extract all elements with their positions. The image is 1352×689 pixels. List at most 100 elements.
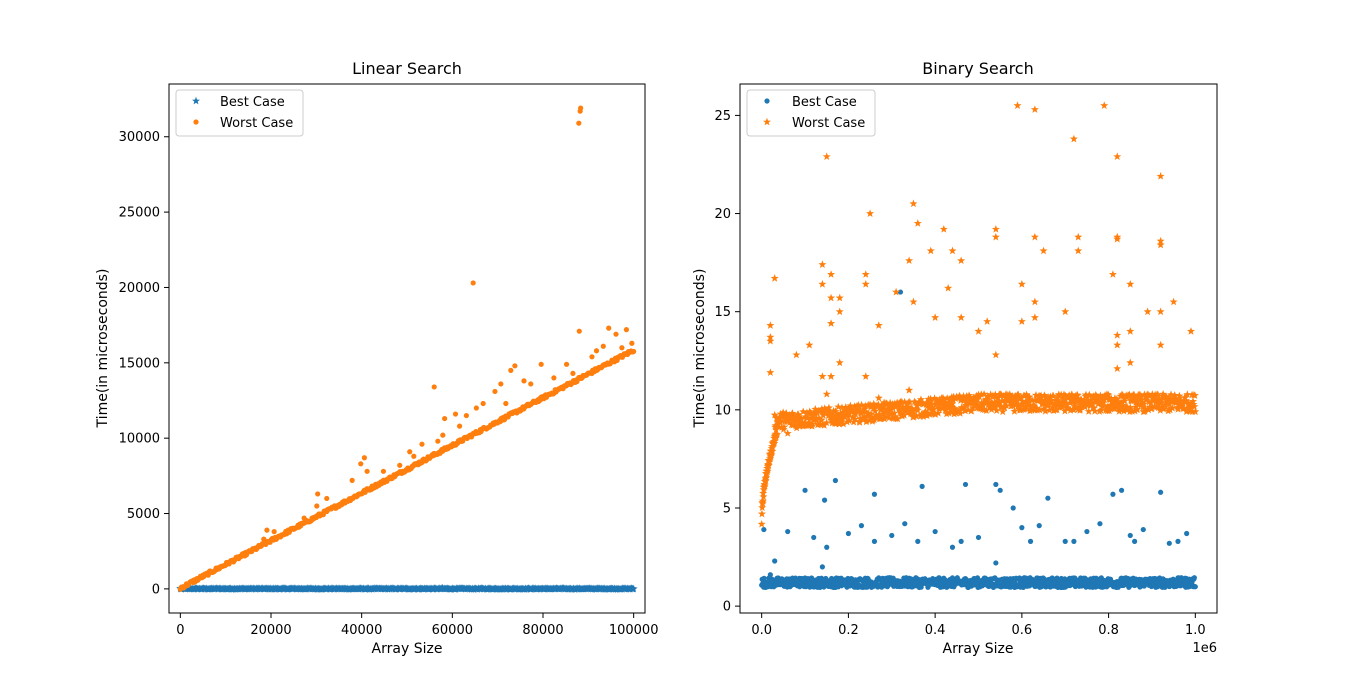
- data-point: [925, 583, 931, 589]
- data-point: [770, 437, 779, 445]
- data-point: [1057, 390, 1066, 399]
- data-point: [949, 544, 956, 550]
- data-point: [1128, 396, 1137, 405]
- data-point: [631, 348, 637, 355]
- data-point: [1074, 403, 1083, 411]
- data-point: [1024, 397, 1033, 405]
- data-point: [1154, 403, 1163, 412]
- data-point: [456, 423, 463, 429]
- data-point: [762, 473, 771, 482]
- data-point: [964, 405, 973, 414]
- data-point: [799, 407, 808, 416]
- data-point: [993, 481, 999, 488]
- data-point: [1062, 400, 1071, 409]
- data-point: [962, 481, 969, 488]
- data-point: [845, 530, 852, 537]
- data-point: [962, 392, 971, 400]
- data-point: [818, 260, 827, 268]
- data-point: [939, 398, 948, 406]
- data-point: [790, 417, 799, 426]
- data-point: [1070, 401, 1079, 410]
- data-point: [1066, 398, 1075, 407]
- data-point: [827, 270, 836, 278]
- data-point: [1133, 405, 1142, 413]
- data-point: [968, 399, 977, 407]
- data-point: [974, 327, 983, 335]
- data-point: [1010, 407, 1019, 415]
- data-point: [1126, 403, 1135, 412]
- data-point: [880, 412, 889, 421]
- data-point: [1032, 404, 1041, 412]
- data-point: [551, 375, 557, 381]
- data-point: [1013, 101, 1022, 109]
- data-point: [314, 503, 320, 509]
- y-tick-label: 5000: [127, 507, 160, 522]
- data-point: [858, 523, 865, 529]
- data-point: [947, 408, 956, 416]
- data-point: [890, 408, 899, 417]
- data-point: [1036, 523, 1042, 529]
- data-point: [890, 399, 899, 408]
- data-point: [860, 404, 869, 413]
- data-point: [1052, 405, 1061, 414]
- data-point: [1074, 396, 1083, 405]
- data-point: [1095, 395, 1104, 403]
- data-point: [983, 397, 992, 406]
- data-point: [943, 394, 952, 402]
- data-point: [867, 414, 876, 422]
- data-point: [301, 515, 307, 521]
- data-point: [1014, 400, 1023, 409]
- data-point: [948, 246, 957, 255]
- data-point: [929, 405, 938, 413]
- data-point: [944, 400, 953, 409]
- data-point: [1017, 280, 1026, 288]
- data-point: [1132, 538, 1138, 544]
- data-point: [832, 477, 839, 484]
- data-point: [761, 476, 770, 484]
- data-point: [865, 410, 874, 419]
- data-point: [766, 336, 775, 345]
- data-point: [777, 423, 786, 431]
- data-point: [843, 408, 852, 416]
- data-point: [797, 414, 806, 422]
- y-tick-label: 0: [723, 600, 731, 615]
- data-point: [808, 419, 817, 428]
- data-point: [874, 321, 883, 329]
- data-point: [898, 403, 907, 411]
- data-point: [503, 400, 509, 407]
- data-point: [884, 410, 893, 418]
- data-point: [900, 397, 909, 406]
- data-point: [965, 391, 974, 399]
- data-point: [957, 313, 966, 321]
- x-tick-label: 60000: [432, 623, 473, 638]
- data-point: [905, 256, 914, 265]
- data-point: [869, 399, 878, 408]
- data-point: [949, 396, 958, 404]
- data-point: [783, 429, 792, 437]
- data-point: [1063, 403, 1072, 412]
- data-point: [818, 372, 827, 380]
- data-point: [1030, 232, 1039, 241]
- data-point: [407, 449, 413, 455]
- plot-marks: [757, 101, 1200, 591]
- data-point: [589, 354, 595, 360]
- data-point: [1030, 313, 1039, 321]
- data-point: [909, 199, 918, 208]
- data-point: [1088, 398, 1097, 406]
- data-point: [779, 408, 788, 416]
- data-point: [835, 293, 844, 302]
- data-point: [1110, 394, 1119, 402]
- data-point: [839, 419, 848, 428]
- data-point: [984, 393, 993, 401]
- data-point: [760, 481, 769, 490]
- y-tick-label: 10: [714, 403, 731, 418]
- data-point: [1061, 307, 1070, 316]
- data-point: [1055, 392, 1064, 400]
- data-point: [821, 497, 828, 503]
- data-point: [600, 343, 606, 349]
- data-point: [819, 564, 825, 570]
- x-tick-label: 0.8: [1098, 623, 1119, 638]
- data-point: [818, 280, 827, 288]
- data-point: [261, 536, 267, 542]
- data-point: [1112, 395, 1121, 403]
